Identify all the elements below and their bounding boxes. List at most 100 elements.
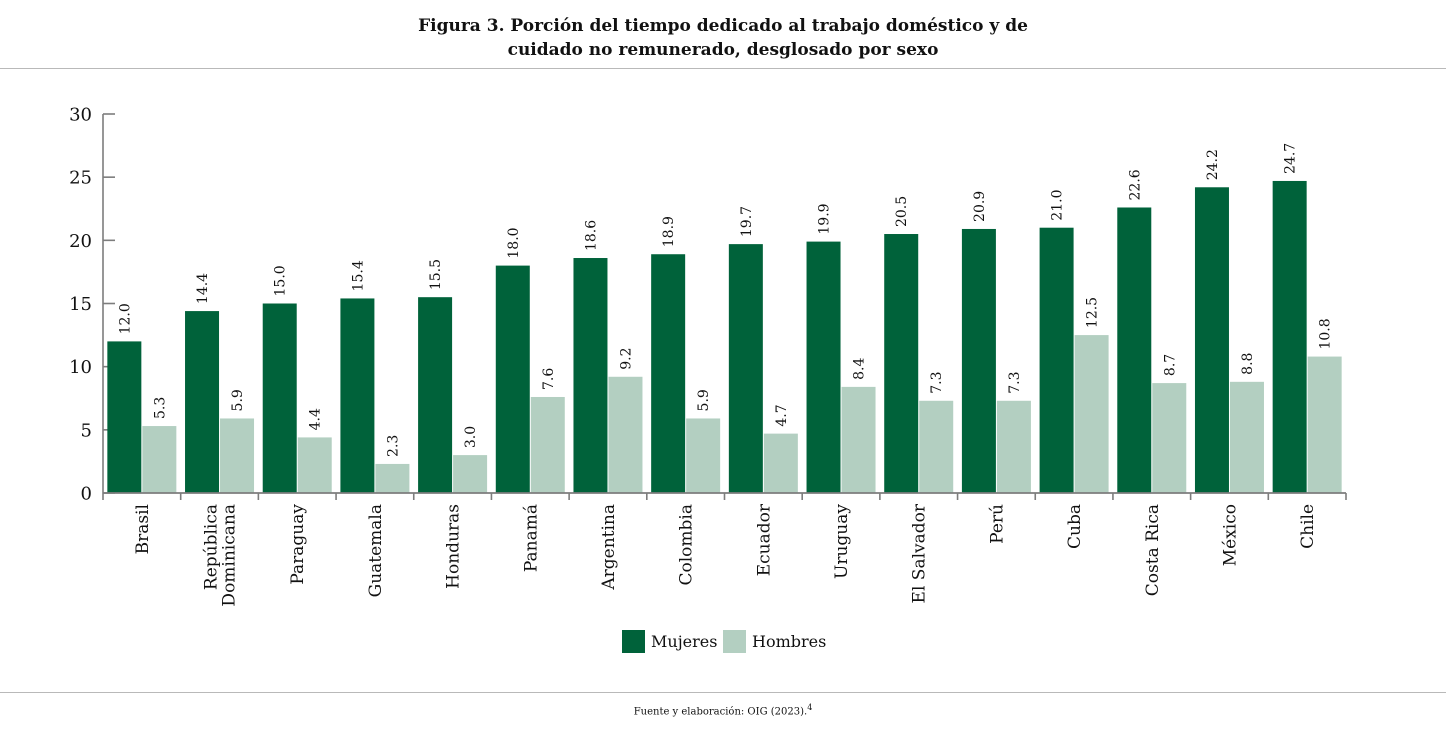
x-tick-label: Paraguay [288, 504, 308, 585]
data-label-hombres: 5.9 [230, 389, 246, 411]
x-tick-label: Guatemala [366, 504, 386, 597]
data-label-hombres: 3.0 [463, 426, 479, 448]
bottom-divider [0, 692, 1446, 693]
data-label-hombres: 2.3 [385, 435, 401, 457]
bar-hombres [530, 396, 565, 493]
data-label-mujeres: 18.0 [506, 227, 522, 258]
y-tick-label: 15 [69, 294, 92, 315]
data-label-hombres: 7.6 [541, 368, 557, 390]
x-tick-label: Colombia [677, 504, 697, 586]
bar-mujeres [262, 303, 297, 493]
x-tick-label: México [1220, 504, 1240, 566]
chart-title: Figura 3. Porción del tiempo dedicado al… [0, 14, 1446, 62]
x-tick-label: Ecuador [754, 503, 774, 576]
data-label-mujeres: 20.5 [894, 196, 910, 227]
x-tick-label: Brasil [133, 504, 153, 554]
data-label-hombres: 9.2 [618, 348, 634, 370]
bar-hombres [996, 400, 1031, 493]
bar-mujeres [961, 228, 996, 494]
legend-label-hombres: Hombres [752, 632, 826, 651]
x-tick-label: Costa Rica [1143, 504, 1163, 596]
bar-mujeres [651, 254, 686, 493]
x-tick-label: Cuba [1065, 504, 1085, 549]
bar-hombres [142, 426, 177, 493]
bar-hombres [220, 418, 255, 493]
data-label-hombres: 10.8 [1318, 318, 1334, 349]
data-label-hombres: 8.7 [1162, 354, 1178, 376]
chart-title-line-2: cuidado no remunerado, desglosado por se… [507, 40, 939, 60]
y-tick-label: 20 [69, 231, 92, 252]
bar-mujeres [1117, 207, 1152, 493]
bar-hombres [608, 376, 643, 493]
x-tick-label: Argentina [599, 504, 619, 591]
data-label-hombres: 5.9 [696, 389, 712, 411]
legend-swatch-hombres [723, 630, 746, 653]
x-tick-label: Uruguay [832, 504, 852, 579]
legend-label-mujeres: Mujeres [651, 632, 717, 651]
y-tick-label: 5 [81, 420, 92, 441]
bar-hombres [1307, 356, 1342, 493]
data-label-mujeres: 15.4 [350, 260, 366, 291]
source-note-text: Fuente y elaboración: OIG (2023). [633, 706, 808, 718]
data-label-mujeres: 24.2 [1205, 149, 1221, 180]
data-label-mujeres: 18.6 [583, 220, 599, 251]
data-label-mujeres: 22.6 [1127, 169, 1143, 200]
legend-swatch-mujeres [622, 630, 645, 653]
data-label-mujeres: 21.0 [1050, 190, 1066, 221]
y-tick-label: 10 [69, 357, 92, 378]
bar-mujeres [1039, 227, 1074, 493]
bar-mujeres [495, 265, 530, 493]
data-label-hombres: 7.3 [1007, 372, 1023, 394]
data-label-mujeres: 19.7 [739, 206, 755, 237]
chart-title-line-1: Figura 3. Porción del tiempo dedicado al… [418, 16, 1028, 36]
x-tick-label: Dominicana [220, 504, 240, 607]
source-note: Fuente y elaboración: OIG (2023).4 [0, 703, 1446, 717]
bar-mujeres [340, 298, 375, 493]
data-label-hombres: 8.4 [852, 358, 868, 380]
bar-hombres [763, 433, 798, 493]
y-tick-label: 30 [69, 105, 92, 126]
x-tick-label: República [202, 504, 222, 590]
bar-hombres [1229, 381, 1264, 493]
footnote-reference: 4 [807, 703, 813, 712]
data-label-mujeres: 15.0 [273, 265, 289, 296]
x-tick-label: Panamá [521, 504, 541, 572]
data-label-hombres: 4.7 [774, 404, 790, 426]
data-label-mujeres: 12.0 [117, 303, 133, 334]
bar-hombres [919, 400, 954, 493]
y-tick-label: 25 [69, 168, 92, 189]
bar-mujeres [418, 297, 453, 493]
bar-hombres [297, 437, 332, 493]
data-label-hombres: 7.3 [929, 372, 945, 394]
bar-mujeres [107, 341, 142, 493]
y-tick-label: 0 [81, 484, 92, 505]
bar-hombres [453, 455, 488, 493]
data-label-hombres: 4.4 [308, 408, 324, 430]
bar-hombres [841, 386, 876, 493]
data-label-mujeres: 15.5 [428, 259, 444, 290]
bar-mujeres [884, 234, 919, 493]
bar-mujeres [806, 241, 841, 493]
bar-mujeres [1272, 180, 1307, 493]
bar-hombres [1074, 335, 1109, 493]
data-label-hombres: 12.5 [1085, 297, 1101, 328]
data-label-mujeres: 14.4 [195, 273, 211, 304]
bar-mujeres [728, 244, 763, 493]
bar-hombres [1152, 383, 1187, 493]
data-label-hombres: 8.8 [1240, 353, 1256, 375]
x-tick-label: El Salvador [910, 503, 930, 603]
x-tick-label: Perú [987, 504, 1007, 544]
data-label-mujeres: 24.7 [1283, 143, 1299, 174]
x-tick-label: Chile [1298, 504, 1318, 549]
bar-mujeres [573, 258, 608, 493]
top-divider [0, 68, 1446, 69]
x-tick-label: Honduras [444, 504, 464, 589]
data-label-mujeres: 20.9 [972, 191, 988, 222]
bar-hombres [686, 418, 721, 493]
data-label-mujeres: 18.9 [661, 216, 677, 247]
bar-mujeres [185, 311, 220, 493]
bar-mujeres [1194, 187, 1229, 494]
bar-hombres [375, 463, 410, 493]
data-label-mujeres: 19.9 [817, 203, 833, 234]
